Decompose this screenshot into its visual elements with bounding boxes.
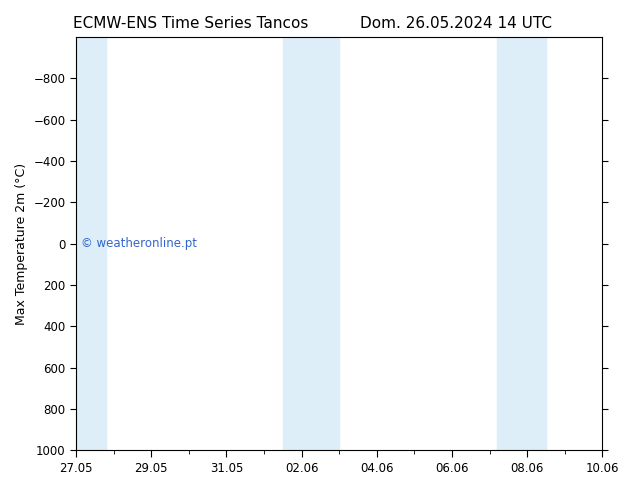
Bar [283, 37, 339, 450]
Text: ECMW-ENS Time Series Tancos: ECMW-ENS Time Series Tancos [72, 16, 308, 31]
Y-axis label: Max Temperature 2m (°C): Max Temperature 2m (°C) [15, 163, 28, 325]
Bar [497, 37, 546, 450]
Text: © weatheronline.pt: © weatheronline.pt [81, 237, 197, 250]
Bar [76, 37, 106, 450]
Text: Dom. 26.05.2024 14 UTC: Dom. 26.05.2024 14 UTC [361, 16, 552, 31]
